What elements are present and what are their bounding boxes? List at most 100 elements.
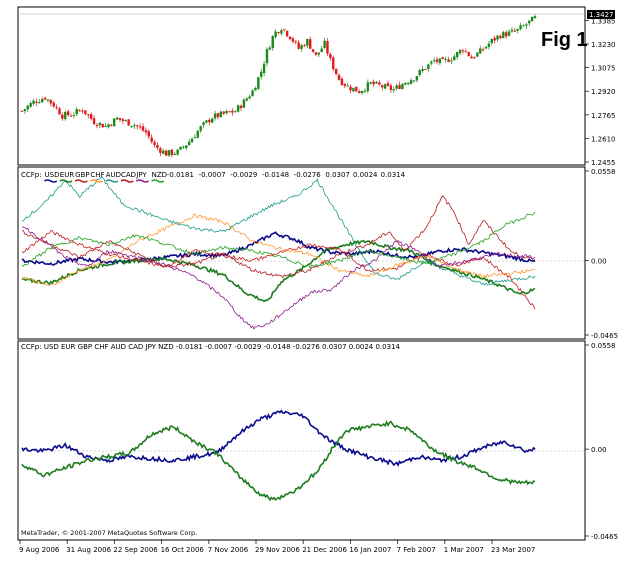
series-line-gbp xyxy=(21,230,536,310)
candle-up xyxy=(530,16,534,22)
candle-up xyxy=(484,46,488,49)
candle-down xyxy=(467,52,470,57)
ccfp-all-header-token: -0.0007 xyxy=(199,171,226,179)
candle-up xyxy=(245,98,248,101)
candle-down xyxy=(153,142,156,145)
candle-up xyxy=(479,48,482,54)
x-tick-label: 7 Nov 2006 xyxy=(208,546,249,554)
candle-down xyxy=(20,110,24,112)
candle-up xyxy=(271,36,274,48)
candle-up xyxy=(75,109,78,115)
ccfp-all-header-token: -0.0181 xyxy=(167,171,194,179)
candle-down xyxy=(435,59,439,62)
candle-up xyxy=(162,150,165,154)
candle-up xyxy=(23,109,27,112)
candle-up xyxy=(199,126,202,131)
ccfp-all-header-token: USD xyxy=(45,171,60,179)
ccfp-all-header: CCFp: USD EUR GBP CHF AUD CAD JPY NZD -0.0181 -0.0… xyxy=(21,171,406,183)
candle-up xyxy=(133,125,136,127)
candle-up xyxy=(366,82,370,92)
candle-up xyxy=(412,80,416,82)
ccfp-all-header-token: AUD xyxy=(106,171,121,179)
candle-up xyxy=(525,24,528,26)
candle-up xyxy=(190,138,194,143)
candle-up xyxy=(406,82,410,84)
candle-up xyxy=(375,81,378,84)
candle-down xyxy=(513,30,517,32)
candle-up xyxy=(64,112,67,120)
candle-down xyxy=(170,149,174,156)
candle-up xyxy=(213,113,217,119)
candle-down xyxy=(156,145,159,148)
x-axis: 9 Aug 2006 31 Aug 2006 22 Sep 2006 16 Oct 2… xyxy=(19,540,535,554)
candle-up xyxy=(346,85,349,87)
candle-up xyxy=(254,88,257,91)
candle-up xyxy=(306,39,309,46)
candle-down xyxy=(66,111,70,116)
candle-down xyxy=(378,82,381,85)
price-y-tick-label: 1.2455 xyxy=(591,159,616,167)
candle-up xyxy=(360,90,364,94)
candle-down xyxy=(277,32,280,34)
candle-down xyxy=(216,113,220,118)
candle-up xyxy=(476,52,479,57)
candle-up xyxy=(176,149,179,155)
candle-up xyxy=(72,114,76,116)
candle-up xyxy=(185,145,188,148)
candle-down xyxy=(464,51,468,53)
ccfp-all-header-token: NZD xyxy=(152,171,167,179)
legend-swatch-gbp xyxy=(74,179,88,183)
price-y-tick-label: 1.3385 xyxy=(591,17,616,25)
candle-up xyxy=(320,48,323,53)
series-line-nzd xyxy=(21,211,536,269)
price-panel-frame xyxy=(17,6,586,166)
ccfp-usdeur-y-tick-label: 0.00 xyxy=(591,446,607,454)
candle-up xyxy=(522,25,525,27)
ccfp-all-header-token: CCFp: xyxy=(21,171,42,179)
candle-down xyxy=(309,39,312,49)
candle-down xyxy=(121,119,125,121)
candle-down xyxy=(372,81,375,85)
candle-down xyxy=(127,119,130,126)
last-price-label: 1.3427 xyxy=(589,11,614,19)
candle-down xyxy=(118,117,122,120)
candle-down xyxy=(291,38,295,42)
candle-up xyxy=(193,137,197,139)
x-tick-label: 1 Mar 2007 xyxy=(444,546,484,554)
ccfp-usdeur-y-axis: 0.0558 0.00 -0.0465 xyxy=(585,342,618,541)
candle-down xyxy=(357,91,361,94)
candle-up xyxy=(29,103,32,107)
candle-down xyxy=(381,85,384,88)
x-tick-label: 16 Oct 2006 xyxy=(161,546,205,554)
candle-up xyxy=(225,111,228,114)
candle-up xyxy=(421,68,424,71)
candle-down xyxy=(52,102,55,107)
candle-up xyxy=(32,100,35,104)
candle-up xyxy=(219,111,223,117)
series-line-cad xyxy=(21,195,536,279)
candle-up xyxy=(300,45,303,49)
ccfp-all-header-token: 0.0314 xyxy=(381,171,406,179)
candle-up xyxy=(130,125,133,127)
candle-down xyxy=(159,148,162,153)
ccfp-all-y-tick-label: 0.00 xyxy=(591,257,607,265)
candle-down xyxy=(147,131,151,137)
series-line-usd xyxy=(21,231,536,266)
candle-up xyxy=(265,49,269,64)
price-y-tick-label: 1.3075 xyxy=(591,65,616,73)
candle-down xyxy=(164,150,168,156)
candle-up xyxy=(528,20,531,24)
candle-up xyxy=(458,49,462,54)
candle-up xyxy=(251,90,254,97)
series-line-aud xyxy=(21,176,536,286)
candle-up xyxy=(418,70,421,76)
candle-down xyxy=(43,97,47,100)
ccfp-all-y-axis: 0.0558 0.00 -0.0465 xyxy=(585,168,618,340)
ccfp-all-header-token: EUR xyxy=(60,171,75,179)
legend-swatch-nzd xyxy=(151,179,165,183)
candle-up xyxy=(453,56,456,61)
ccfp-all-header-token: 0.0307 xyxy=(325,171,350,179)
candle-up xyxy=(401,84,404,90)
candle-down xyxy=(297,42,300,49)
